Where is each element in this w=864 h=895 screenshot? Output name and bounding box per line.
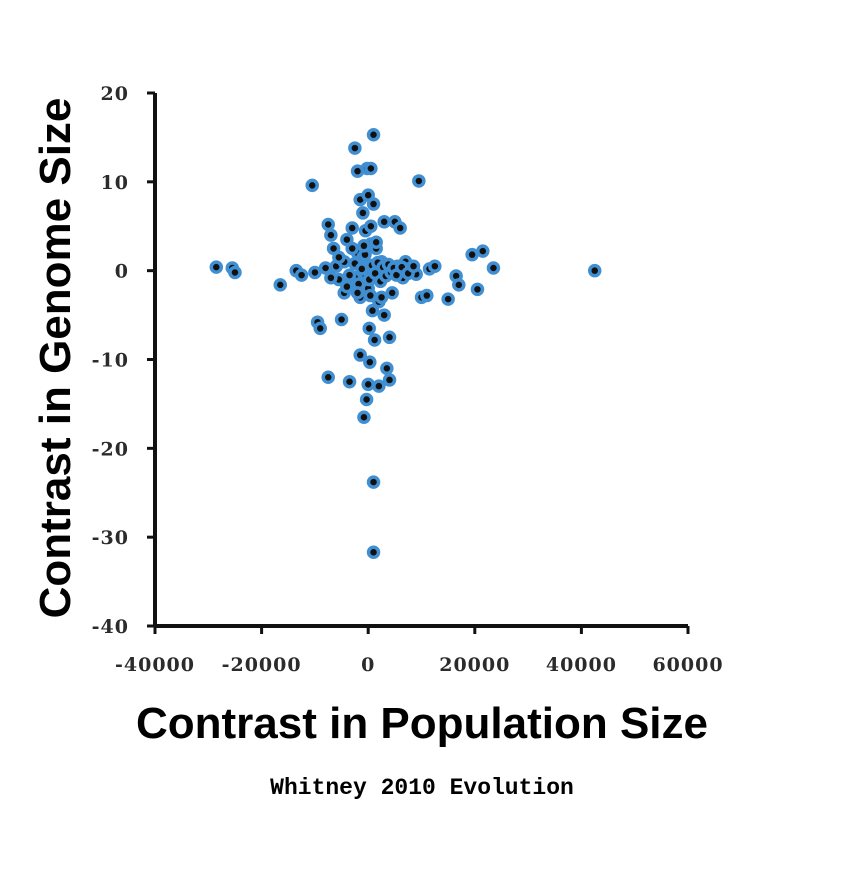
data-point bbox=[587, 263, 602, 278]
y-axis-ticks: 20 10 0 -10 -20 -30 -40 bbox=[92, 83, 155, 638]
x-axis-ticks: -40000 -20000 0 20000 40000 60000 bbox=[115, 626, 723, 676]
y-tick-label: -10 bbox=[92, 350, 129, 372]
data-point bbox=[361, 377, 375, 392]
x-tick-label: 60000 bbox=[652, 654, 723, 676]
data-point bbox=[321, 217, 335, 232]
data-point bbox=[369, 235, 383, 249]
data-point bbox=[324, 271, 338, 285]
data-point bbox=[350, 286, 365, 300]
data-point bbox=[228, 265, 242, 280]
data-point bbox=[273, 278, 288, 292]
data-point bbox=[470, 282, 485, 297]
data-point bbox=[332, 250, 346, 265]
data-point bbox=[412, 174, 426, 188]
data-point bbox=[367, 333, 382, 347]
data-point bbox=[393, 221, 407, 235]
data-point bbox=[357, 239, 371, 253]
data-point bbox=[363, 288, 378, 303]
data-point bbox=[377, 215, 391, 229]
data-point bbox=[318, 261, 333, 275]
data-point bbox=[441, 292, 455, 306]
data-point bbox=[382, 373, 397, 387]
data-point bbox=[428, 259, 442, 273]
y-axis-title: Contrast in Genome Size bbox=[31, 98, 80, 619]
data-point bbox=[385, 286, 399, 300]
source-credit: Whitney 2010 Evolution bbox=[270, 775, 574, 801]
data-point bbox=[382, 330, 397, 345]
x-tick-label: 0 bbox=[361, 654, 375, 676]
data-point bbox=[353, 348, 367, 362]
data-point bbox=[209, 260, 224, 274]
data-point bbox=[366, 545, 381, 560]
x-tick-label: -40000 bbox=[115, 654, 195, 676]
data-point bbox=[363, 355, 377, 369]
y-tick-label: 20 bbox=[101, 83, 129, 105]
data-point bbox=[345, 241, 359, 256]
data-point bbox=[321, 370, 335, 385]
data-point bbox=[356, 206, 370, 220]
data-point bbox=[308, 265, 322, 280]
data-point bbox=[348, 141, 362, 155]
data-point bbox=[366, 475, 381, 489]
data-point bbox=[365, 303, 380, 318]
data-point bbox=[377, 308, 391, 322]
data-point bbox=[452, 278, 466, 292]
data-point bbox=[420, 288, 434, 303]
data-point bbox=[342, 268, 357, 282]
data-point bbox=[357, 410, 371, 424]
data-point bbox=[362, 321, 377, 336]
x-tick-label: 40000 bbox=[546, 654, 617, 676]
data-point bbox=[486, 261, 501, 275]
x-tick-label: -20000 bbox=[222, 654, 302, 676]
data-point bbox=[374, 290, 389, 305]
data-points bbox=[209, 128, 602, 560]
data-point bbox=[364, 161, 378, 176]
data-point bbox=[366, 197, 381, 211]
x-tick-label: 20000 bbox=[439, 654, 510, 676]
data-point bbox=[380, 361, 394, 376]
data-point bbox=[476, 244, 490, 258]
data-point bbox=[366, 128, 381, 142]
y-tick-label: 10 bbox=[101, 172, 129, 194]
data-point bbox=[305, 178, 319, 193]
data-point bbox=[334, 312, 349, 327]
y-tick-label: -40 bbox=[92, 616, 129, 638]
data-point bbox=[345, 221, 359, 235]
data-point bbox=[340, 279, 354, 294]
data-point bbox=[342, 374, 357, 389]
data-point bbox=[313, 321, 327, 336]
y-tick-label: 0 bbox=[115, 261, 129, 283]
y-tick-label: -30 bbox=[92, 527, 129, 549]
data-point bbox=[465, 247, 479, 262]
data-point bbox=[406, 259, 421, 273]
data-point bbox=[324, 228, 338, 242]
data-point bbox=[359, 392, 374, 407]
x-axis-title: Contrast in Population Size bbox=[136, 699, 708, 748]
y-tick-label: -20 bbox=[92, 438, 129, 460]
data-point bbox=[364, 219, 378, 233]
data-point bbox=[294, 268, 309, 282]
data-point bbox=[372, 379, 386, 393]
